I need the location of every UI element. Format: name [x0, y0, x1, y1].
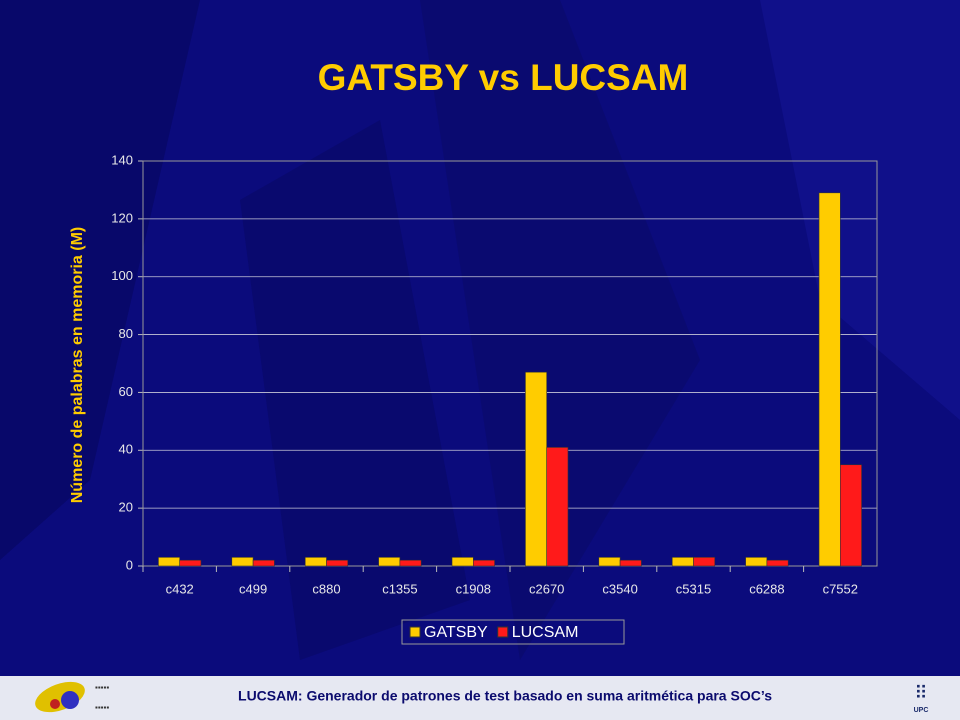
- y-tick-label: 60: [119, 384, 133, 399]
- upc-logo: ⠿ UPC: [914, 683, 929, 714]
- bar: [525, 371, 548, 567]
- plot: 0 20 40 60 80 100 120 140 c432 c499 c880 c1355 c1908…: [111, 152, 878, 645]
- bar: [766, 559, 789, 567]
- bar: [818, 192, 841, 567]
- x-tick-label: c6288: [749, 581, 784, 596]
- y-tick-label: 100: [111, 268, 133, 283]
- y-tick-label: 40: [119, 442, 133, 457]
- svg-text:▪▪▪▪▪: ▪▪▪▪▪: [95, 683, 109, 692]
- bar: [378, 557, 401, 567]
- bg-shape: [0, 0, 200, 560]
- bar: [619, 559, 642, 567]
- bar: [326, 559, 349, 567]
- bar: [546, 447, 569, 567]
- x-tick-label: c3540: [602, 581, 637, 596]
- bar: [598, 557, 621, 567]
- svg-text:⠿: ⠿: [914, 683, 927, 703]
- y-tick-label: 0: [126, 557, 133, 572]
- x-tick-label: c1908: [456, 581, 491, 596]
- svg-text:UPC: UPC: [914, 707, 929, 714]
- chart-title: GATSBY vs LUCSAM: [318, 57, 689, 98]
- footer-band: [0, 676, 960, 720]
- y-axis-title: Número de palabras en memoria (M): [69, 227, 86, 504]
- x-tick-label: c432: [166, 581, 194, 596]
- legend-swatch: [409, 626, 421, 638]
- bg-shape: [760, 0, 960, 420]
- y-tick-label: 140: [111, 152, 133, 167]
- bar: [693, 557, 716, 567]
- bar: [745, 557, 768, 567]
- x-tick-label: c880: [312, 581, 340, 596]
- bar: [399, 559, 422, 567]
- bar: [304, 557, 327, 567]
- svg-text:▪▪▪▪▪: ▪▪▪▪▪: [95, 703, 109, 712]
- y-tick-label: 20: [119, 500, 133, 515]
- footer-text: LUCSAM: Generador de patrones de test ba…: [238, 688, 772, 704]
- legend-label: GATSBY: [424, 624, 488, 641]
- bar: [231, 557, 254, 567]
- x-tick-label: c1355: [382, 581, 417, 596]
- x-tick-label: c499: [239, 581, 267, 596]
- legend-box: [401, 619, 625, 645]
- bar: [179, 559, 202, 567]
- legend-label: LUCSAM: [512, 624, 579, 641]
- bar: [839, 464, 862, 567]
- x-tick-label: c2670: [529, 581, 564, 596]
- x-tick-label: c5315: [676, 581, 711, 596]
- bar: [671, 557, 694, 567]
- bar: [252, 559, 275, 567]
- bg-shape: [240, 120, 470, 660]
- y-tick-label: 120: [111, 210, 133, 225]
- bar: [451, 557, 474, 567]
- y-tick-label: 80: [119, 326, 133, 341]
- bar: [472, 559, 495, 567]
- x-tick-label: c7552: [823, 581, 858, 596]
- bg-shape: [420, 0, 700, 660]
- bar: [158, 557, 181, 567]
- logo: ▪▪▪▪▪ ▪▪▪▪▪: [35, 681, 109, 713]
- legend-swatch: [497, 626, 509, 638]
